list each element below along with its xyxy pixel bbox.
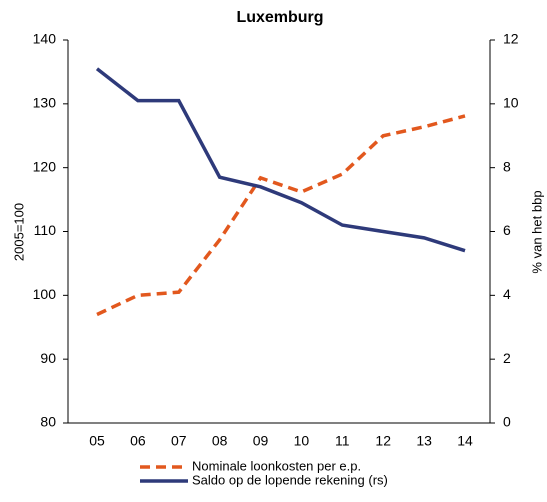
y2-axis-label: % van het bbp: [529, 190, 544, 273]
line-series: [96, 114, 466, 317]
x-tick-label: 14: [457, 433, 473, 449]
x-tick-label: 05: [89, 433, 105, 449]
y-tick-label: 80: [40, 414, 56, 430]
x-tick-label: 11: [335, 433, 350, 449]
y-tick-label: 130: [33, 95, 57, 111]
y-tick-label: 120: [33, 158, 57, 174]
y2-tick-label: 0: [503, 414, 511, 430]
y-axis-label: 2005=100: [11, 203, 26, 261]
y2-tick-label: 2: [503, 350, 511, 366]
y-tick-label: 110: [34, 222, 57, 238]
x-tick-label: 10: [294, 433, 310, 449]
y2-tick-label: 12: [503, 31, 519, 47]
chart-title: Luxemburg: [236, 9, 323, 26]
x-tick-label: 13: [416, 433, 432, 449]
y2-tick-label: 8: [503, 158, 511, 174]
legend-label: Saldo op de lopende rekening (rs): [192, 472, 388, 487]
x-tick-label: 07: [171, 433, 187, 449]
legend-label: Nominale loonkosten per e.p.: [192, 458, 361, 473]
x-tick-label: 09: [253, 433, 269, 449]
y2-tick-label: 10: [503, 95, 519, 111]
x-tick-label: 12: [375, 433, 391, 449]
y-tick-label: 100: [33, 286, 57, 302]
x-tick-label: 06: [130, 433, 146, 449]
y2-tick-label: 4: [503, 286, 511, 302]
y-tick-label: 90: [40, 350, 56, 366]
x-tick-label: 08: [212, 433, 228, 449]
y2-tick-label: 6: [503, 222, 511, 238]
y-tick-label: 140: [33, 31, 57, 47]
line-series: [95, 67, 466, 253]
